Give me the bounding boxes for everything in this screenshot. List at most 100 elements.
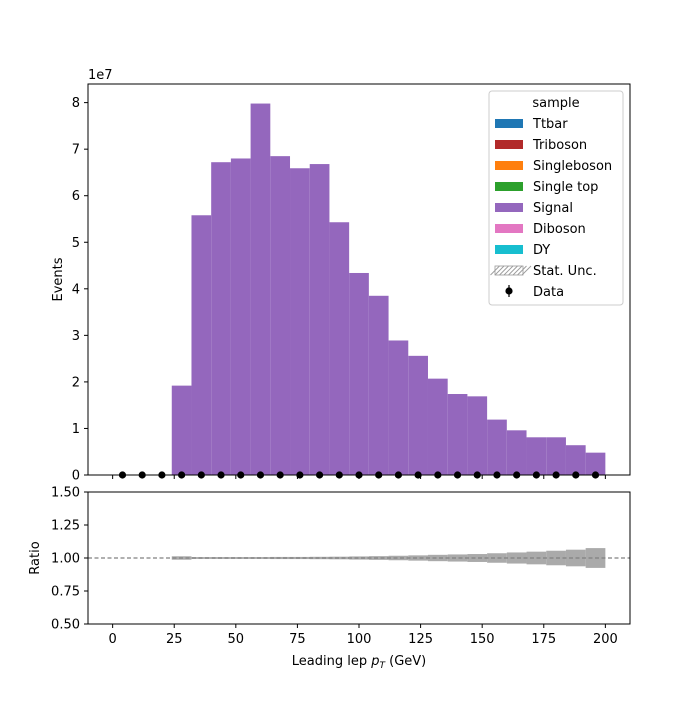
- y-tick-label: 6: [72, 189, 80, 204]
- unc-bin: [447, 554, 468, 562]
- x-tick-label: 100: [347, 632, 372, 647]
- main-plot: 0 1 2 3 4 5 6 7 8 1e7 Events: [51, 68, 631, 484]
- bar: [290, 168, 310, 475]
- unc-bin: [388, 555, 409, 561]
- bar: [309, 164, 330, 476]
- bar: [408, 355, 428, 475]
- legend-label: Singleboson: [533, 159, 612, 174]
- bar: [349, 272, 369, 475]
- legend-swatch: [495, 203, 523, 212]
- hatch-line: [512, 265, 523, 276]
- bar: [427, 378, 448, 475]
- legend-entry: Diboson: [495, 222, 586, 237]
- series-signal: [171, 103, 606, 476]
- hatch-line: [499, 265, 509, 276]
- x-tick-label: 150: [470, 632, 495, 647]
- bar: [368, 295, 389, 475]
- bar: [546, 437, 566, 475]
- hatch-line: [508, 265, 518, 276]
- unc-bin: [526, 551, 547, 565]
- legend-swatch: [495, 119, 523, 128]
- legend-entry: Single top: [495, 180, 598, 195]
- unc-bin: [467, 554, 488, 562]
- y-tick-label: 4: [72, 282, 80, 297]
- bar: [565, 445, 586, 475]
- legend-label: Stat. Unc.: [533, 264, 597, 279]
- x-tick-label: 25: [166, 632, 183, 647]
- unc-bin: [368, 556, 389, 560]
- hatch-line: [503, 265, 514, 276]
- bar: [230, 158, 251, 475]
- unc-bin: [408, 555, 428, 561]
- legend-entry: DY: [495, 243, 550, 258]
- legend-swatch: [495, 245, 523, 254]
- legend-label: DY: [533, 243, 550, 258]
- legend-swatch: [495, 224, 523, 233]
- bar: [447, 394, 468, 475]
- y-tick-label: 8: [72, 96, 80, 111]
- legend-entry-data: Data: [505, 285, 564, 300]
- legend-label: Diboson: [533, 222, 586, 237]
- unc-bin: [427, 554, 448, 562]
- x-tick-label: 75: [289, 632, 306, 647]
- bar: [270, 156, 291, 475]
- ratio-y-tick-label: 0.50: [51, 618, 80, 633]
- y-tick-label: 7: [72, 143, 80, 158]
- legend-entry: Signal: [495, 201, 573, 216]
- legend-label: Ttbar: [532, 117, 568, 132]
- legend-entry: Singleboson: [495, 159, 612, 174]
- unc-bin: [309, 556, 330, 560]
- bar: [467, 396, 488, 475]
- ratio-y-tick-label: 1.50: [51, 486, 80, 501]
- legend-entry-stat-unc: Stat. Unc.: [490, 264, 597, 279]
- legend-swatch: [495, 140, 523, 149]
- bar: [388, 340, 409, 475]
- x-axis-label: Leading lep pT (GeV): [292, 654, 426, 671]
- unc-bin: [329, 556, 350, 560]
- bar: [506, 430, 527, 475]
- legend-marker: [505, 287, 513, 295]
- ratio-plot: 0.50 0.75 1.00 1.25 1.50 0 25 50 75 100 125 150 175 2…: [28, 486, 631, 671]
- legend-label: Signal: [533, 201, 573, 216]
- legend-label: Single top: [533, 180, 598, 195]
- bar: [329, 222, 350, 475]
- hatch-line: [521, 265, 532, 276]
- unc-bin: [487, 553, 507, 563]
- bar: [585, 452, 606, 475]
- legend-entry: Triboson: [495, 138, 587, 153]
- bar: [211, 162, 231, 475]
- bar: [171, 385, 192, 475]
- legend-title: sample: [532, 96, 579, 111]
- x-tick-label: 200: [593, 632, 618, 647]
- y-tick-label: 0: [72, 469, 80, 484]
- y-tick-label: 5: [72, 236, 80, 251]
- legend-label: Triboson: [532, 138, 587, 153]
- x-tick-label: 0: [108, 632, 116, 647]
- ratio-y-tick-label: 1.00: [51, 552, 80, 567]
- bar: [487, 419, 507, 475]
- hatch-line: [517, 265, 527, 276]
- unc-bin: [349, 556, 369, 560]
- legend-swatch: [495, 182, 523, 191]
- legend-swatch: [495, 161, 523, 170]
- y-tick-label: 1: [72, 422, 80, 437]
- hatch-line: [494, 265, 505, 276]
- bar: [191, 215, 212, 475]
- y-scale-label: 1e7: [88, 68, 113, 83]
- x-tick-label: 50: [228, 632, 245, 647]
- bar: [526, 437, 547, 475]
- bar: [250, 103, 271, 476]
- legend-label: Data: [533, 285, 564, 300]
- y-tick-label: 2: [72, 375, 80, 390]
- legend: sample Ttbar Triboson Singleboson Single top…: [488, 90, 624, 306]
- x-tick-label: 175: [531, 632, 556, 647]
- main-y-axis-label: Events: [51, 257, 66, 301]
- ratio-y-axis-label: Ratio: [28, 541, 43, 574]
- ratio-y-tick-label: 1.25: [51, 519, 80, 534]
- y-tick-label: 3: [72, 329, 80, 344]
- unc-bin: [506, 552, 527, 564]
- hatch-line: [490, 265, 500, 276]
- legend-entry: Ttbar: [495, 117, 568, 132]
- ratio-y-tick-label: 0.75: [51, 585, 80, 600]
